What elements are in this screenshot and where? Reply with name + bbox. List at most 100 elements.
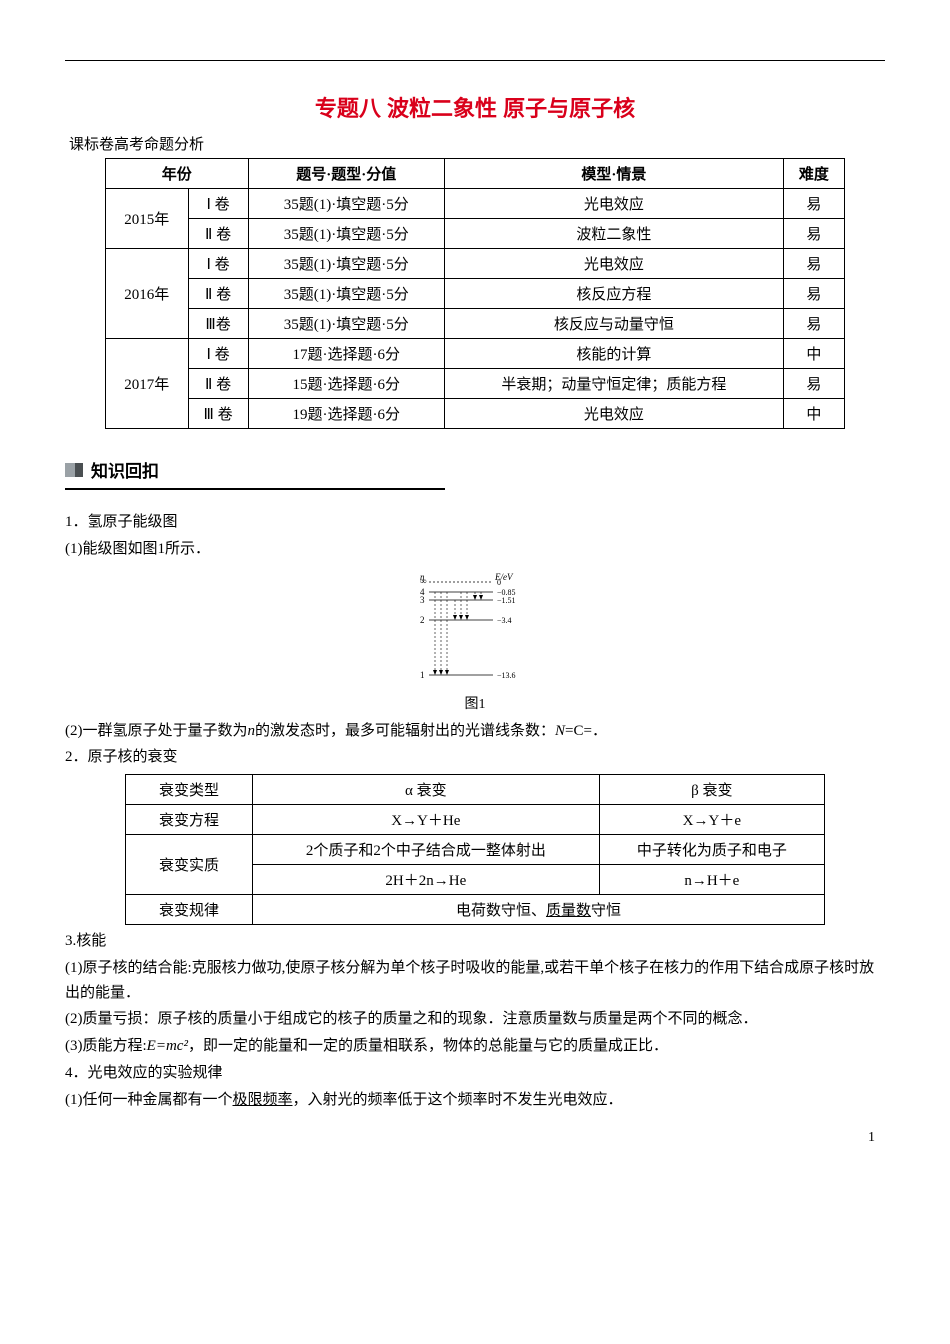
cell-year: 2017年 [106,339,189,429]
decay-table: 衰变类型 α 衰变 β 衰变 衰变方程 X→Y＋He X→Y＋e 衰变实质 2个… [125,774,825,925]
cell-vol: Ⅱ 卷 [188,219,248,249]
cell: X→Y＋e [599,805,824,835]
exam-analysis-table: 年份 题号·题型·分值 模型·情景 难度 2015年 Ⅰ 卷 35题(1)·填空… [105,158,845,429]
table-row: 衰变方程 X→Y＋He X→Y＋e [126,805,825,835]
level-1-e: −13.6 [497,671,516,680]
page-number: 1 [65,1130,885,1146]
table-row: 2016年 Ⅰ 卷 35题(1)·填空题·5分 光电效应 易 [106,249,845,279]
point-1-sub1: (1)能级图如图1所示． [65,537,885,562]
cell: 电荷数守恒、质量数守恒 [253,895,825,925]
text: 的激发态时，最多可能辐射出的光谱线条数： [255,723,555,739]
cell-diff: 易 [783,189,844,219]
table-row: 衰变类型 α 衰变 β 衰变 [126,775,825,805]
level-2-n: 2 [420,615,425,625]
cell-diff: 中 [783,399,844,429]
underlined-text: 质量数 [546,903,591,919]
text: (2)一群氢原子处于量子数为 [65,723,248,739]
cell: 衰变方程 [126,805,253,835]
underlined-text: 极限频率 [233,1092,293,1108]
table-row: 衰变实质 2个质子和2个中子结合成一整体射出 中子转化为质子和电子 [126,835,825,865]
cell-vol: Ⅰ 卷 [188,189,248,219]
text: ，即一定的能量和一定的质量相联系，物体的总能量与它的质量成正比． [188,1038,668,1054]
cell-vol: Ⅲ卷 [188,309,248,339]
subtitle: 课标卷高考命题分析 [69,133,885,154]
point-1-sub2: (2)一群氢原子处于量子数为n的激发态时，最多可能辐射出的光谱线条数：N=C=． [65,719,885,744]
main-title: 专题八 波粒二象性 原子与原子核 [65,91,885,123]
var-n: n [248,723,256,739]
top-rule [65,60,885,61]
cell: 衰变类型 [126,775,253,805]
cell-q: 35题(1)·填空题·5分 [248,309,444,339]
cell-vol: Ⅲ 卷 [188,399,248,429]
table-row: Ⅱ 卷 15题·选择题·6分 半衰期；动量守恒定律；质能方程 易 [106,369,845,399]
cell-diff: 易 [783,279,844,309]
cell-q: 17题·选择题·6分 [248,339,444,369]
col-topic: 模型·情景 [444,159,783,189]
energy-level-svg: n E/eV ∞ 0 4 −0.85 3 −1.51 2 −3.4 1 −13.… [385,570,565,688]
cell-year: 2015年 [106,189,189,249]
cell-vol: Ⅰ 卷 [188,249,248,279]
cell: 中子转化为质子和电子 [599,835,824,865]
var-N: N [555,723,565,739]
cell: 衰变实质 [126,835,253,895]
cell-topic: 光电效应 [444,399,783,429]
cell: 2H＋2n→He [253,865,600,895]
cell-q: 19题·选择题·6分 [248,399,444,429]
cell: β 衰变 [599,775,824,805]
table-row: 衰变规律 电荷数守恒、质量数守恒 [126,895,825,925]
cell-diff: 易 [783,309,844,339]
point-3-title: 3.核能 [65,929,885,954]
cell: n→H＋e [599,865,824,895]
cell-topic: 光电效应 [444,249,783,279]
point-4-title: 4．光电效应的实验规律 [65,1061,885,1086]
cell-q: 15题·选择题·6分 [248,369,444,399]
cell-topic: 核反应与动量守恒 [444,309,783,339]
point-3-sub3: (3)质能方程:E=mc²，即一定的能量和一定的质量相联系，物体的总能量与它的质… [65,1034,885,1059]
point-3-sub2: (2)质量亏损：原子核的质量小于组成它的核子的质量之和的现象．注意质量数与质量是… [65,1007,885,1032]
cell-q: 35题(1)·填空题·5分 [248,219,444,249]
cell-topic: 半衰期；动量守恒定律；质能方程 [444,369,783,399]
cell: 2个质子和2个中子结合成一整体射出 [253,835,600,865]
table-row: Ⅲ卷 35题(1)·填空题·5分 核反应与动量守恒 易 [106,309,845,339]
table-row: Ⅱ 卷 35题(1)·填空题·5分 核反应方程 易 [106,279,845,309]
energy-level-figure: n E/eV ∞ 0 4 −0.85 3 −1.51 2 −3.4 1 −13.… [65,570,885,693]
text: =C=． [565,723,607,739]
col-question: 题号·题型·分值 [248,159,444,189]
cell: α 衰变 [253,775,600,805]
level-inf-e: 0 [497,578,501,587]
text: (3)质能方程: [65,1038,147,1054]
level-2-e: −3.4 [497,616,512,625]
cell-topic: 核反应方程 [444,279,783,309]
square-icon [65,463,83,477]
transition-arrows [435,592,481,675]
level-inf-n: ∞ [420,576,426,586]
cell-q: 35题(1)·填空题·5分 [248,189,444,219]
col-difficulty: 难度 [783,159,844,189]
point-1-title: 1．氢原子能级图 [65,510,885,535]
cell-q: 35题(1)·填空题·5分 [248,249,444,279]
cell-vol: Ⅰ 卷 [188,339,248,369]
cell-topic: 核能的计算 [444,339,783,369]
section-header: 知识回扣 [65,457,885,482]
level-1-n: 1 [420,670,425,680]
table-row: Ⅱ 卷 35题(1)·填空题·5分 波粒二象性 易 [106,219,845,249]
point-3-sub1: (1)原子核的结合能:克服核力做功,使原子核分解为单个核子时吸收的能量,或若干单… [65,956,885,1006]
cell-diff: 易 [783,369,844,399]
cell-diff: 中 [783,339,844,369]
section-title: 知识回扣 [91,457,159,482]
table-row: Ⅲ 卷 19题·选择题·6分 光电效应 中 [106,399,845,429]
col-year: 年份 [106,159,249,189]
cell-q: 35题(1)·填空题·5分 [248,279,444,309]
table-row: 2017年 Ⅰ 卷 17题·选择题·6分 核能的计算 中 [106,339,845,369]
table-row: 2015年 Ⅰ 卷 35题(1)·填空题·5分 光电效应 易 [106,189,845,219]
text: ，入射光的频率低于这个频率时不发生光电效应． [293,1092,623,1108]
text: 守恒 [591,903,621,919]
level-3-n: 3 [420,595,425,605]
cell: X→Y＋He [253,805,600,835]
point-2-title: 2．原子核的衰变 [65,745,885,770]
cell-vol: Ⅱ 卷 [188,279,248,309]
cell-diff: 易 [783,249,844,279]
cell: 衰变规律 [126,895,253,925]
level-3-e: −1.51 [497,596,516,605]
text: (1)任何一种金属都有一个 [65,1092,233,1108]
